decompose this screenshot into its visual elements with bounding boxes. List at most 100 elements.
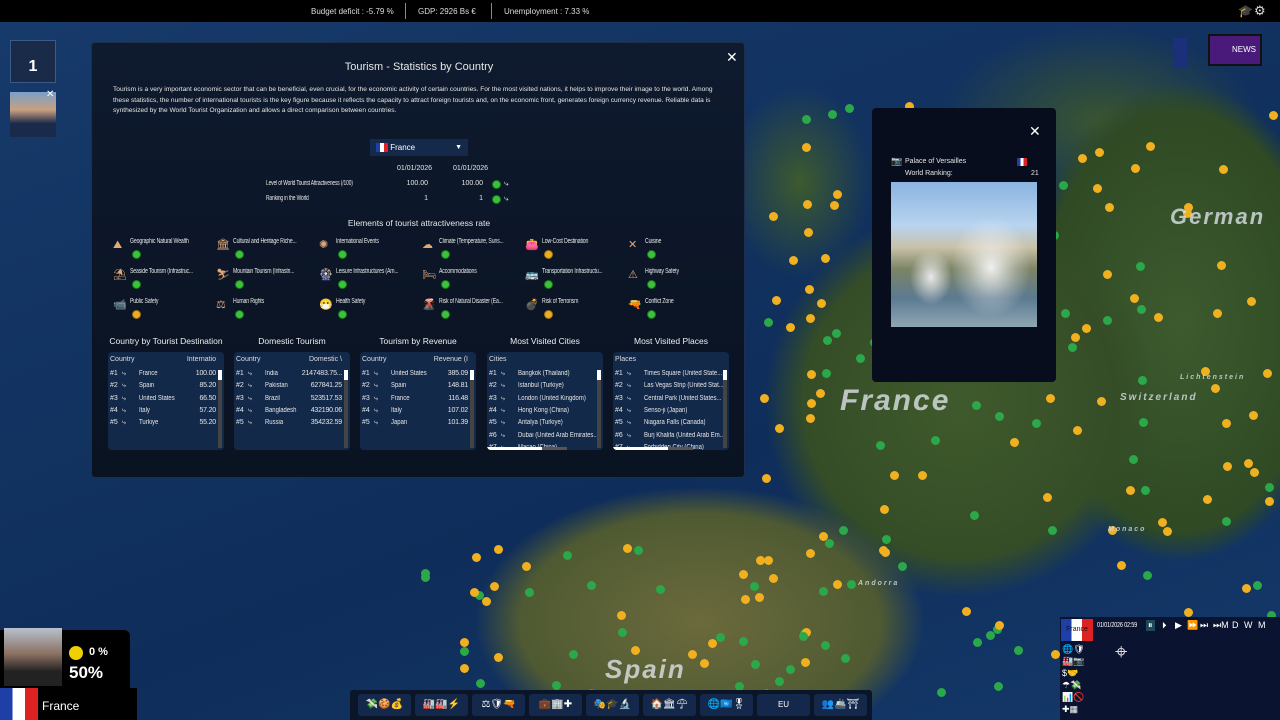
- map-marker[interactable]: [760, 394, 770, 404]
- table-row[interactable]: #3 ⤷ United States 66.50: [110, 395, 216, 407]
- map-marker[interactable]: [817, 298, 827, 308]
- toolbar-group-button[interactable]: 👥🚢⛩: [814, 694, 867, 716]
- map-marker[interactable]: [494, 544, 504, 554]
- map-marker[interactable]: [800, 657, 810, 667]
- map-marker[interactable]: [617, 628, 627, 638]
- map-marker[interactable]: [764, 555, 774, 565]
- map-marker[interactable]: [1071, 332, 1081, 342]
- map-marker[interactable]: [994, 411, 1004, 421]
- close-icon[interactable]: ✕: [46, 89, 55, 100]
- map-marker[interactable]: [1117, 561, 1127, 571]
- map-marker[interactable]: [821, 641, 831, 651]
- map-marker[interactable]: [856, 353, 866, 363]
- map-marker[interactable]: [1047, 525, 1057, 535]
- map-marker[interactable]: [774, 424, 784, 434]
- country-bar[interactable]: France: [0, 688, 137, 720]
- map-marker[interactable]: [476, 678, 486, 688]
- map-marker[interactable]: [754, 593, 764, 603]
- map-marker[interactable]: [931, 435, 941, 445]
- map-marker[interactable]: [740, 595, 750, 605]
- table-row[interactable]: #3 ⤷ Brazil 523517.53: [236, 395, 342, 407]
- map-marker[interactable]: [1217, 260, 1227, 270]
- vertical-scrollbar[interactable]: [597, 370, 601, 448]
- map-marker[interactable]: [1162, 526, 1172, 536]
- column-header[interactable]: Places: [615, 356, 637, 363]
- vertical-scrollbar[interactable]: [723, 370, 727, 448]
- map-marker[interactable]: [821, 368, 831, 378]
- table-row[interactable]: #4 ⤷ Italy 57.20: [110, 407, 216, 419]
- map-marker[interactable]: [460, 663, 470, 673]
- map-marker[interactable]: [617, 611, 627, 621]
- vertical-scrollbar[interactable]: [218, 370, 222, 448]
- map-marker[interactable]: [807, 398, 817, 408]
- map-marker[interactable]: [820, 254, 830, 264]
- map-marker[interactable]: [769, 211, 779, 221]
- table-row[interactable]: #2 ⤷ Pakistan 627841.25: [236, 382, 342, 394]
- map-marker[interactable]: [806, 413, 816, 423]
- map-marker[interactable]: [524, 588, 534, 598]
- map-marker[interactable]: [882, 535, 892, 545]
- time-control-button[interactable]: ⏭M: [1213, 620, 1229, 630]
- map-marker[interactable]: [841, 654, 851, 664]
- map-marker[interactable]: [774, 677, 784, 687]
- table-row[interactable]: #2 ⤷ Istanbul (Turkiye): [489, 382, 595, 394]
- map-marker[interactable]: [1107, 526, 1117, 536]
- map-marker[interactable]: [845, 103, 855, 113]
- minimap-country-flag[interactable]: France: [1061, 619, 1093, 641]
- map-marker[interactable]: [1252, 581, 1262, 591]
- time-control-button[interactable]: W: [1244, 620, 1253, 630]
- map-marker[interactable]: [521, 561, 531, 571]
- map-marker[interactable]: [798, 631, 808, 641]
- map-marker[interactable]: [1200, 366, 1210, 376]
- trend-icon[interactable]: ⤷: [504, 179, 509, 188]
- map-marker[interactable]: [1249, 410, 1259, 420]
- map-marker[interactable]: [1010, 438, 1020, 448]
- tv-icon[interactable]: [1173, 38, 1187, 68]
- map-marker[interactable]: [785, 665, 795, 675]
- table-row[interactable]: #4 ⤷ Hong Kong (China): [489, 407, 595, 419]
- map-marker[interactable]: [833, 190, 843, 200]
- gear-icon[interactable]: ⚙: [1254, 3, 1266, 18]
- map-marker[interactable]: [1183, 607, 1193, 617]
- map-marker[interactable]: [1222, 516, 1232, 526]
- map-marker[interactable]: [1067, 343, 1077, 353]
- map-marker[interactable]: [1154, 313, 1164, 323]
- map-marker[interactable]: [1146, 142, 1156, 151]
- map-marker[interactable]: [992, 625, 1002, 635]
- table-row[interactable]: #5 ⤷ Turkiye 55.20: [110, 419, 216, 431]
- minimap-layer-icons[interactable]: 🌐🛡 🏭📷 $🤝 ☂💸 📊🚫 ✚▦: [1062, 644, 1085, 714]
- map-marker[interactable]: [1073, 426, 1083, 436]
- map-marker[interactable]: [801, 114, 811, 124]
- time-control-button[interactable]: ⏩: [1187, 620, 1199, 630]
- column-header[interactable]: Country: [110, 356, 135, 363]
- table-row[interactable]: #5 ⤷ Russia 354232.59: [236, 419, 342, 431]
- map-marker[interactable]: [838, 526, 848, 536]
- map-marker[interactable]: [1045, 394, 1055, 404]
- map-marker[interactable]: [1131, 163, 1141, 173]
- map-marker[interactable]: [1183, 203, 1193, 213]
- ranking-table[interactable]: Cities #1 ⤷ Bangkok (Thailand) #2 ⤷ Istanbul (…: [487, 352, 603, 450]
- column-header[interactable]: Cities: [489, 356, 507, 363]
- map-marker[interactable]: [750, 582, 760, 592]
- map-marker[interactable]: [772, 296, 782, 306]
- table-row[interactable]: #1 ⤷ United States 385.09: [362, 370, 468, 382]
- map-marker[interactable]: [1247, 296, 1257, 306]
- table-row[interactable]: #7 ⤷ Forbidden City (China): [615, 444, 721, 450]
- map-marker[interactable]: [786, 323, 796, 333]
- map-marker[interactable]: [493, 653, 503, 663]
- map-marker[interactable]: [803, 199, 813, 209]
- map-marker[interactable]: [806, 370, 816, 380]
- column-header[interactable]: Domestic \: [308, 356, 342, 363]
- table-row[interactable]: #5 ⤷ Niagara Falls (Canada): [615, 419, 721, 431]
- table-row[interactable]: #1 ⤷ Times Square (United State...: [615, 370, 722, 382]
- time-control-button[interactable]: D: [1232, 620, 1239, 630]
- table-row[interactable]: #2 ⤷ Las Vegas Strip (United Stat...: [615, 382, 724, 394]
- map-marker[interactable]: [936, 688, 946, 698]
- map-marker[interactable]: [1135, 262, 1145, 272]
- map-marker[interactable]: [552, 681, 562, 691]
- table-row[interactable]: #5 ⤷ Japan 101.39: [362, 419, 468, 431]
- map-marker[interactable]: [972, 638, 982, 648]
- toolbar-group-button[interactable]: ⚖🛡🔫: [472, 694, 525, 716]
- column-header[interactable]: Internatio: [186, 356, 216, 363]
- map-marker[interactable]: [738, 636, 748, 646]
